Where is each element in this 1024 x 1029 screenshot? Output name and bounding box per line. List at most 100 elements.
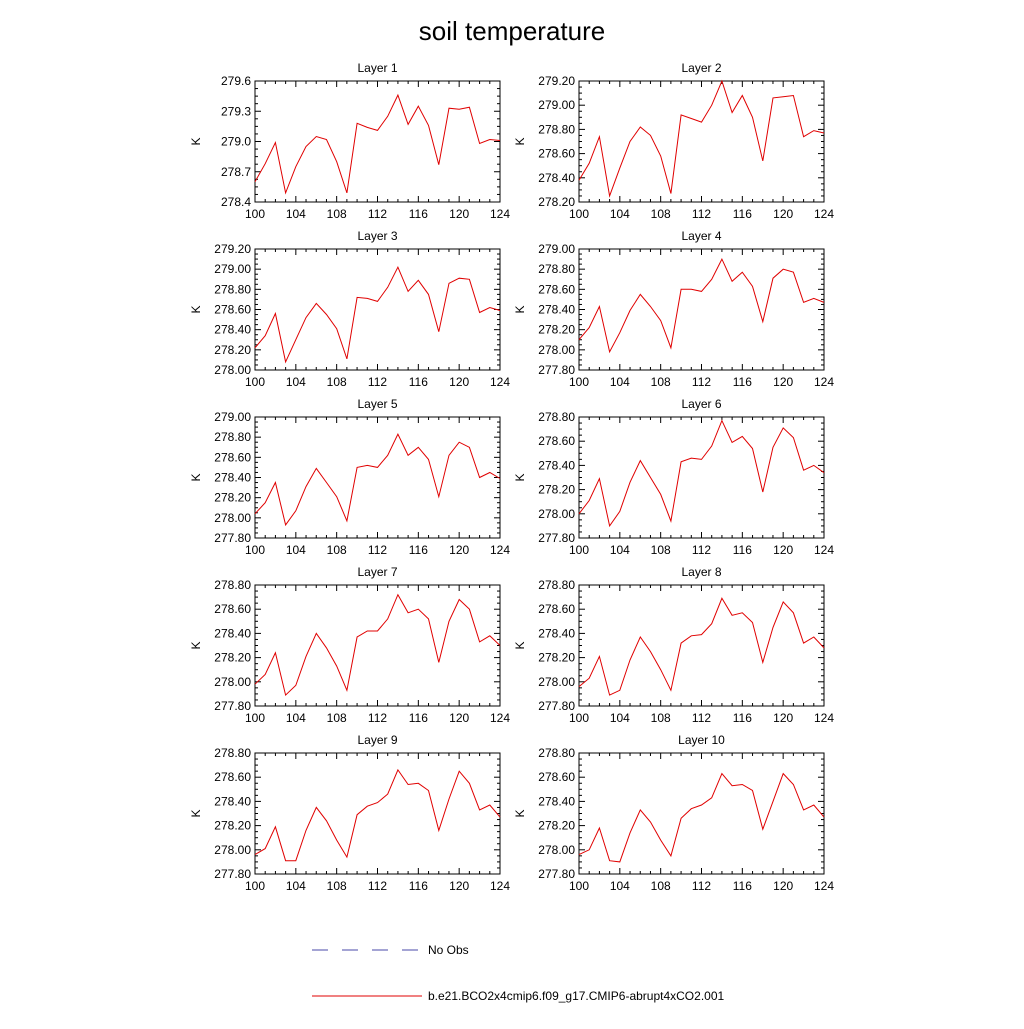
series-line: [578, 419, 825, 528]
y-tick-label: 278.00: [214, 843, 251, 857]
x-tick-label: 124: [814, 879, 834, 893]
y-tick-label: 278.00: [538, 675, 575, 689]
panel-title: Layer 10: [678, 733, 725, 747]
y-tick-label: 278.60: [214, 770, 251, 784]
y-tick-label: 278.80: [538, 122, 575, 136]
x-tick-label: 120: [449, 375, 469, 389]
x-tick-label: 104: [286, 543, 306, 557]
x-tick-label: 112: [692, 711, 711, 725]
x-tick-label: 124: [490, 543, 510, 557]
y-tick-label: 277.80: [538, 699, 575, 713]
legend-model-label: b.e21.BCO2x4cmip6.f09_g17.CMIP6-abrupt4x…: [428, 989, 724, 1003]
panels: Layer 1 K 100 104 108 112 116 120 124 278.4 278.7 2…: [189, 61, 834, 893]
plot-frame: [254, 416, 501, 539]
y-tick-label: 278.60: [538, 147, 575, 161]
y-tick-label: 278.4: [221, 195, 251, 209]
x-tick-label: 104: [610, 375, 630, 389]
plot-frame: [254, 248, 501, 371]
x-tick-label: 104: [286, 711, 306, 725]
legend-no-obs-label: No Obs: [428, 943, 469, 957]
panel-layer-9: Layer 9 K 100 104 108 112 116 120 124 277.80 278.0…: [189, 733, 510, 893]
y-axis-label: K: [513, 305, 527, 313]
x-tick-label: 108: [327, 375, 347, 389]
x-tick-label: 100: [569, 543, 589, 557]
x-tick-label: 104: [610, 711, 630, 725]
x-tick-label: 124: [814, 543, 834, 557]
x-tick-label: 116: [409, 207, 428, 221]
y-tick-label: 278.60: [538, 602, 575, 616]
x-tick-label: 104: [286, 375, 306, 389]
y-tick-label: 278.00: [538, 343, 575, 357]
y-tick-label: 277.80: [538, 867, 575, 881]
x-tick-label: 100: [569, 879, 589, 893]
y-tick-label: 278.20: [538, 483, 575, 497]
y-tick-label: 278.20: [538, 651, 575, 665]
y-tick-label: 278.80: [538, 262, 575, 276]
x-tick-label: 100: [245, 879, 265, 893]
y-tick-label: 279.3: [221, 104, 251, 118]
x-tick-label: 124: [814, 207, 834, 221]
x-tick-label: 108: [651, 543, 671, 557]
y-tick-label: 277.80: [214, 699, 251, 713]
y-axis-label: K: [189, 473, 203, 481]
x-tick-label: 108: [327, 207, 347, 221]
legend: No Obs b.e21.BCO2x4cmip6.f09_g17.CMIP6-a…: [312, 943, 724, 1003]
x-tick-label: 120: [773, 543, 793, 557]
y-tick-label: 278.00: [538, 507, 575, 521]
y-tick-label: 278.20: [538, 819, 575, 833]
x-tick-label: 104: [610, 543, 630, 557]
x-tick-label: 108: [651, 375, 671, 389]
y-tick-label: 278.40: [538, 303, 575, 317]
x-tick-label: 100: [569, 207, 589, 221]
y-tick-label: 277.80: [538, 531, 575, 545]
y-tick-label: 278.40: [538, 171, 575, 185]
x-tick-label: 108: [651, 711, 671, 725]
y-tick-label: 278.60: [538, 434, 575, 448]
y-tick-label: 278.40: [538, 458, 575, 472]
y-tick-label: 278.20: [214, 491, 251, 505]
plot-frame: [578, 752, 825, 875]
y-tick-label: 278.20: [538, 323, 575, 337]
series-line: [254, 266, 501, 364]
panel-title: Layer 4: [681, 229, 721, 243]
y-tick-label: 277.80: [214, 531, 251, 545]
y-tick-label: 278.00: [214, 363, 251, 377]
x-tick-label: 104: [286, 879, 306, 893]
x-tick-label: 124: [814, 375, 834, 389]
y-tick-label: 278.40: [214, 794, 251, 808]
panel-title: Layer 7: [357, 565, 397, 579]
y-tick-label: 279.20: [538, 74, 575, 88]
plot-frame: [254, 752, 501, 875]
y-axis-label: K: [189, 137, 203, 145]
y-axis-label: K: [513, 641, 527, 649]
panel-title: Layer 8: [681, 565, 721, 579]
y-tick-label: 279.00: [214, 410, 251, 424]
x-tick-label: 120: [773, 879, 793, 893]
y-tick-label: 278.40: [538, 794, 575, 808]
x-tick-label: 120: [449, 879, 469, 893]
panel-title: Layer 2: [681, 61, 721, 75]
x-tick-label: 116: [733, 879, 752, 893]
x-tick-label: 116: [733, 207, 752, 221]
x-tick-label: 100: [245, 207, 265, 221]
y-tick-label: 278.80: [214, 430, 251, 444]
y-axis-label: K: [189, 809, 203, 817]
x-tick-label: 120: [773, 375, 793, 389]
series-line: [254, 593, 501, 697]
x-tick-label: 104: [610, 879, 630, 893]
y-tick-label: 278.40: [214, 471, 251, 485]
x-tick-label: 116: [733, 711, 752, 725]
y-tick-label: 279.00: [538, 98, 575, 112]
panel-title: Layer 1: [357, 61, 397, 75]
y-axis-label: K: [513, 137, 527, 145]
x-tick-label: 112: [368, 207, 387, 221]
x-tick-label: 124: [490, 207, 510, 221]
x-tick-label: 124: [490, 711, 510, 725]
y-axis-label: K: [189, 305, 203, 313]
x-tick-label: 104: [610, 207, 630, 221]
x-tick-label: 100: [245, 543, 265, 557]
x-tick-label: 120: [773, 207, 793, 221]
x-tick-label: 100: [569, 375, 589, 389]
